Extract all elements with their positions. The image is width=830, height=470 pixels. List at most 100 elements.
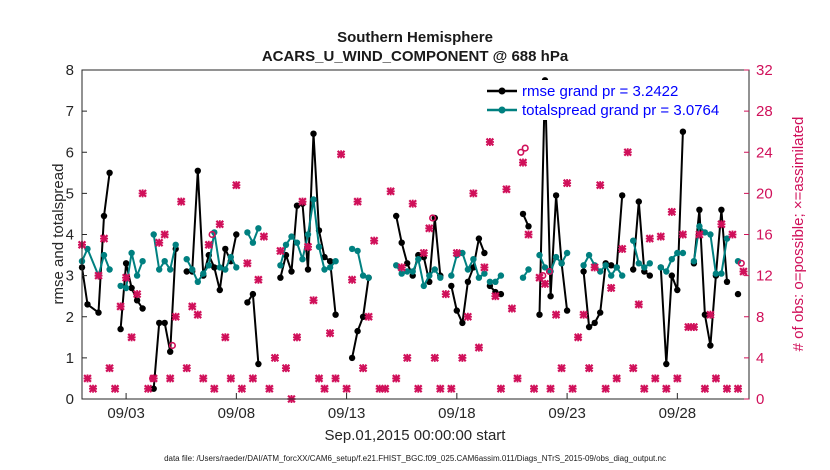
footnote: data file: /Users/raeder/DAI/ATM_forcXX/… (164, 454, 666, 463)
obs-assimilated-marker (221, 333, 230, 342)
obs-assimilated-marker (105, 363, 114, 373)
y-tick-right-label: 20 (756, 185, 773, 202)
series-point-rmse (707, 342, 714, 349)
obs-assimilated-marker (259, 232, 269, 241)
series-point-rmse (139, 305, 146, 312)
obs-assimilated-marker (595, 180, 605, 190)
series-point-spread (486, 278, 494, 285)
series-point-spread (718, 270, 725, 277)
series-point-rmse (696, 206, 703, 213)
series-point-spread (156, 266, 163, 273)
left-axis: 0 1 2 3 4 5 6 7 8 (66, 62, 87, 408)
obs-assimilated-marker (347, 275, 357, 284)
series-point-spread (233, 264, 240, 271)
series-point-rmse (635, 198, 642, 205)
obs-assimilated-marker (160, 230, 169, 239)
obs-assimilated-marker (474, 343, 484, 352)
obs-assimilated-marker (127, 333, 136, 342)
obs-assimilated-marker (573, 333, 583, 342)
series-point-spread (712, 270, 720, 277)
series-point-rmse (585, 323, 593, 331)
obs-assimilated-marker (436, 384, 445, 393)
series-line-spread (185, 231, 238, 283)
series-point-rmse (547, 293, 554, 300)
obs-assimilated-marker (590, 263, 599, 272)
obs-assimilated-marker (397, 263, 406, 272)
series-point-rmse (464, 278, 472, 285)
x-tick-label: 09/28 (659, 405, 697, 422)
legend: rmse grand pr = 3.2422 totalspread grand… (482, 80, 744, 120)
series-point-rmse (448, 282, 455, 290)
series-point-rmse (701, 311, 709, 318)
obs-assimilated-marker (314, 374, 324, 383)
series-point-rmse (481, 249, 488, 257)
series-point-rmse (668, 272, 675, 279)
obs-possible-marker (208, 230, 216, 239)
series-point-spread (398, 270, 405, 277)
series-point-rmse (167, 348, 174, 355)
obs-assimilated-marker (529, 384, 539, 393)
series-point-spread (100, 251, 108, 259)
obs-possible-marker (168, 341, 176, 350)
obs-assimilated-marker (535, 273, 544, 282)
series-point-rmse (359, 313, 367, 320)
obs-assimilated-marker (513, 374, 522, 383)
series-point-spread (133, 272, 141, 279)
y-tick-right-label: 4 (756, 350, 764, 367)
obs-assimilated-marker (188, 302, 197, 311)
y-tick-right-label: 28 (756, 103, 773, 120)
chart-subtitle: ACARS_U_WIND_COMPONENT @ 688 hPa (262, 48, 569, 65)
series-point-rmse (475, 235, 483, 242)
obs-assimilated-marker (430, 353, 439, 363)
obs-possible-marker (521, 144, 529, 152)
series-point-spread (183, 256, 190, 263)
series-point-spread (288, 233, 295, 240)
series-point-spread (690, 258, 698, 265)
obs-possible-marker (429, 214, 437, 222)
obs-assimilated-marker (232, 180, 241, 190)
y-tick-left-label: 8 (66, 62, 74, 79)
legend-label-rmse: rmse grand pr = 3.2422 (522, 83, 678, 100)
y-tick-left-label: 7 (66, 103, 74, 120)
series-line-rmse (351, 277, 370, 359)
y-tick-right-label: 8 (756, 309, 764, 326)
obs-assimilated-marker (469, 189, 478, 198)
obs-assimilated-marker (171, 312, 180, 321)
series-point-rmse (393, 212, 400, 220)
series-point-spread (475, 274, 483, 281)
obs-assimilated-marker (336, 150, 346, 159)
obs-assimilated-marker (298, 197, 307, 206)
series-point-rmse (304, 266, 312, 273)
series-line-rmse (186, 169, 238, 291)
obs-assimilated-marker (210, 384, 219, 393)
series-point-rmse (106, 169, 113, 176)
obs-assimilated-marker (281, 363, 291, 373)
obs-assimilated-marker (121, 273, 131, 282)
legend-label-spread: totalspread grand pr = 3.0764 (522, 102, 719, 119)
obs-possible-marker (517, 148, 525, 156)
obs-assimilated-marker (557, 363, 566, 373)
series-point-rmse (277, 274, 284, 281)
series-point-rmse (591, 319, 598, 327)
series-point-rmse (398, 239, 405, 246)
series-point-spread (613, 264, 620, 271)
obs-possible-marker (545, 267, 554, 276)
obs-assimilated-marker (629, 363, 638, 373)
obs-assimilated-marker (700, 384, 710, 393)
obs-assimilated-marker (612, 374, 621, 383)
series-point-spread (481, 270, 488, 277)
obs-assimilated-marker (618, 244, 627, 254)
series-point-rmse (249, 290, 257, 298)
obs-assimilated-marker (458, 353, 467, 363)
obs-assimilated-marker (226, 374, 236, 383)
obs-assimilated-marker (673, 374, 682, 383)
series-point-rmse (233, 231, 240, 238)
y-tick-left-label: 3 (66, 268, 74, 285)
series-point-rmse (734, 290, 742, 298)
obs-assimilated-marker (667, 207, 677, 217)
obs-assimilated-marker (551, 310, 561, 319)
series-point-rmse (128, 284, 135, 292)
series-point-spread (641, 264, 648, 271)
series-point-spread (205, 262, 212, 269)
obs-assimilated-marker (678, 230, 688, 239)
